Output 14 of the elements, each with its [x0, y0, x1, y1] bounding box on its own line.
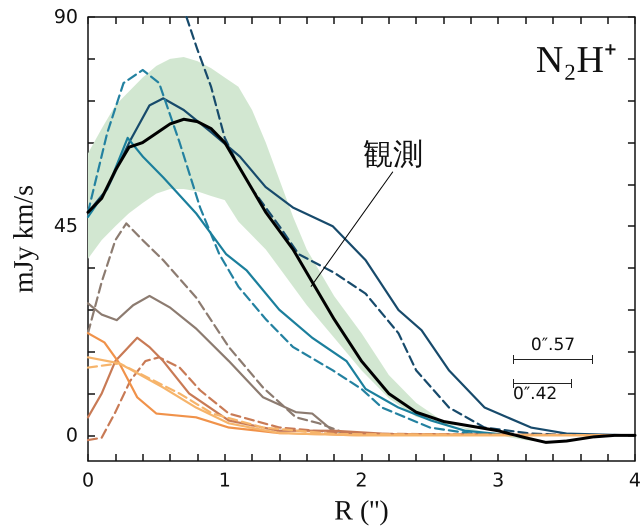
x-axis-title: R (''): [334, 496, 389, 526]
x-tick-label: 0: [82, 470, 94, 492]
annotation: 観測: [362, 137, 423, 172]
text: N₂H⁺: [536, 39, 618, 81]
x-tick-label: 3: [492, 470, 504, 492]
y-tick-label: 0: [66, 424, 78, 446]
annotation: 0″.57: [530, 335, 576, 355]
annotation: 0″.42: [513, 384, 558, 404]
x-tick-label: 4: [628, 470, 642, 492]
x-tick-label: 1: [218, 470, 231, 492]
y-tick-label: 45: [54, 215, 78, 238]
y-axis-title: mJy km/s: [8, 184, 40, 294]
y-tick-label: 90: [54, 6, 78, 28]
x-tick-label: 2: [355, 470, 368, 492]
